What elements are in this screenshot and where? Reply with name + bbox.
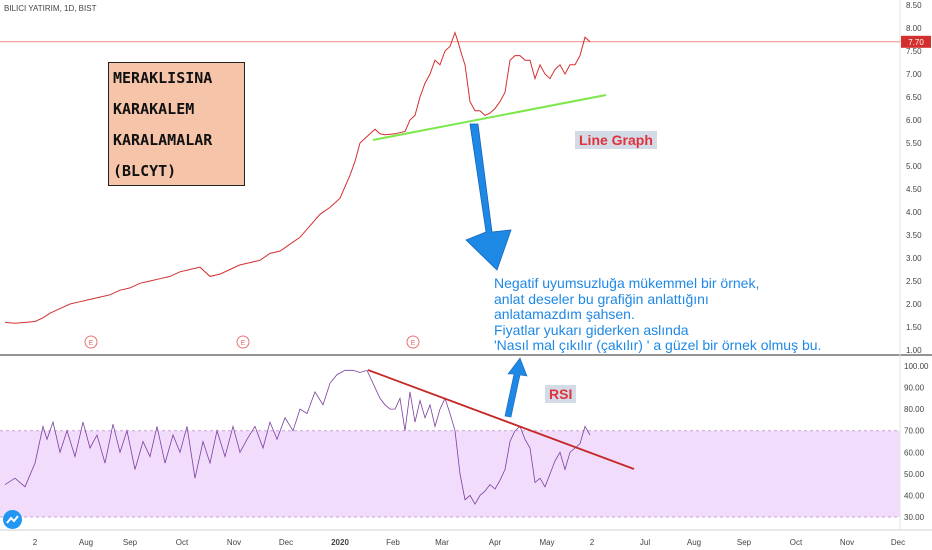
comment-line-3: anlatamazdım şahsen.	[494, 306, 635, 322]
time-tick-label: Oct	[176, 538, 189, 547]
price-tick-label: 7.00	[906, 70, 922, 79]
comment-line-1: Negatif uyumsuzluğa mükemmel bir örnek,	[494, 275, 760, 291]
rsi-tick-label: 40.00	[904, 491, 925, 500]
note-line-2: KARAKALEM	[113, 100, 195, 118]
rsi-divergence-trendline[interactable]	[367, 369, 635, 470]
price-tick-label: 3.00	[906, 254, 922, 263]
price-tick-label: 1.00	[906, 346, 922, 355]
time-tick-label: Oct	[790, 538, 803, 547]
time-tick-label: Sep	[737, 538, 752, 547]
note-line-4: (BLCYT)	[113, 162, 177, 180]
comment-line-5: 'Nasıl mal çıkılır (çakılır) ' a güzel b…	[494, 337, 822, 353]
price-tick-label: 1.50	[906, 323, 922, 332]
time-tick-label: 2	[590, 538, 595, 547]
earnings-marker-label: E	[411, 340, 416, 347]
time-tick-label: Aug	[687, 538, 701, 547]
price-tick-label: 5.50	[906, 139, 922, 148]
time-tick-label: 2020	[331, 538, 349, 547]
price-tick-label: 7.50	[906, 47, 922, 56]
price-tick-label: 6.50	[906, 93, 922, 102]
time-tick-label: Nov	[840, 538, 854, 547]
rsi-axis: 30.00 40.00 50.00 60.00 70.00 80.00 90.00 100.0…	[904, 362, 929, 522]
price-tick-label: 2.00	[906, 300, 922, 309]
time-tick-label: Nov	[227, 538, 241, 547]
time-axis: 2 Aug Sep Oct Nov Dec 2020 Feb Mar Apr May 2 Jul Aug S…	[33, 538, 905, 547]
rsi-band	[0, 430, 900, 517]
price-tick-label: 6.00	[906, 116, 922, 125]
rsi-tick-label: 50.00	[904, 470, 925, 479]
rsi-tick-label: 90.00	[904, 384, 925, 393]
rsi-tick-label: 30.00	[904, 513, 925, 522]
rsi-tick-label: 60.00	[904, 448, 925, 457]
price-line	[4, 31, 591, 324]
line-graph-label[interactable]: Line Graph	[575, 131, 657, 149]
price-tick-label: 2.50	[906, 277, 922, 286]
earnings-marker-label: E	[89, 340, 94, 347]
rsi-label[interactable]: RSI	[545, 385, 577, 403]
comment-text[interactable]: Negatif uyumsuzluğa mükemmel bir örnek, a…	[494, 275, 822, 354]
rsi-tick-label: 100.00	[904, 362, 929, 371]
earnings-marker-icon[interactable]	[236, 335, 250, 349]
note-line-1: MERAKLISINA	[113, 69, 213, 87]
support-trendline[interactable]	[372, 94, 607, 141]
time-tick-label: Sep	[123, 538, 138, 547]
last-price-label: 7.70	[908, 38, 924, 47]
time-tick-label: Aug	[79, 538, 93, 547]
time-tick-label: 2	[33, 538, 38, 547]
last-price-tag: 7.70	[901, 35, 931, 48]
price-tick-label: 5.00	[906, 162, 922, 171]
price-tick-label: 3.50	[906, 231, 922, 240]
price-axis: 1.00 1.50 2.00 2.50 3.00 3.50 4.00 4.50 5.00 5.50…	[906, 1, 922, 355]
time-tick-label: Feb	[386, 538, 400, 547]
price-tick-label: 4.00	[906, 208, 922, 217]
down-arrow[interactable]	[465, 123, 512, 271]
rsi-line	[4, 369, 591, 505]
price-tick-label: 4.50	[906, 185, 922, 194]
price-tick-label: 8.00	[906, 24, 922, 33]
price-tick-label: 8.50	[906, 1, 922, 10]
comment-line-4: Fiyatlar yukarı giderken aslında	[494, 321, 689, 338]
earnings-marker-icon[interactable]	[84, 335, 98, 349]
time-tick-label: Dec	[279, 538, 293, 547]
note-line-3: KARALAMALAR	[113, 131, 213, 149]
earnings-marker-icon[interactable]	[406, 335, 420, 349]
rsi-tick-label: 70.00	[904, 427, 925, 436]
time-tick-label: Dec	[891, 538, 905, 547]
time-tick-label: May	[539, 538, 554, 547]
time-tick-label: Jul	[640, 538, 650, 547]
comment-line-2: anlat deseler bu grafiğin anlattığını	[494, 290, 709, 307]
note-box[interactable]: MERAKLISINA KARAKALEM KARALAMALAR (BLCYT…	[108, 62, 245, 186]
tradingview-logo-icon[interactable]	[3, 510, 22, 529]
rsi-tick-label: 80.00	[904, 405, 925, 414]
time-tick-label: Mar	[435, 538, 449, 547]
up-arrow[interactable]	[504, 357, 528, 418]
earnings-marker-label: E	[241, 340, 246, 347]
time-tick-label: Apr	[489, 538, 502, 547]
symbol-title: BILICI YATIRIM, 1D, BIST	[4, 4, 97, 13]
